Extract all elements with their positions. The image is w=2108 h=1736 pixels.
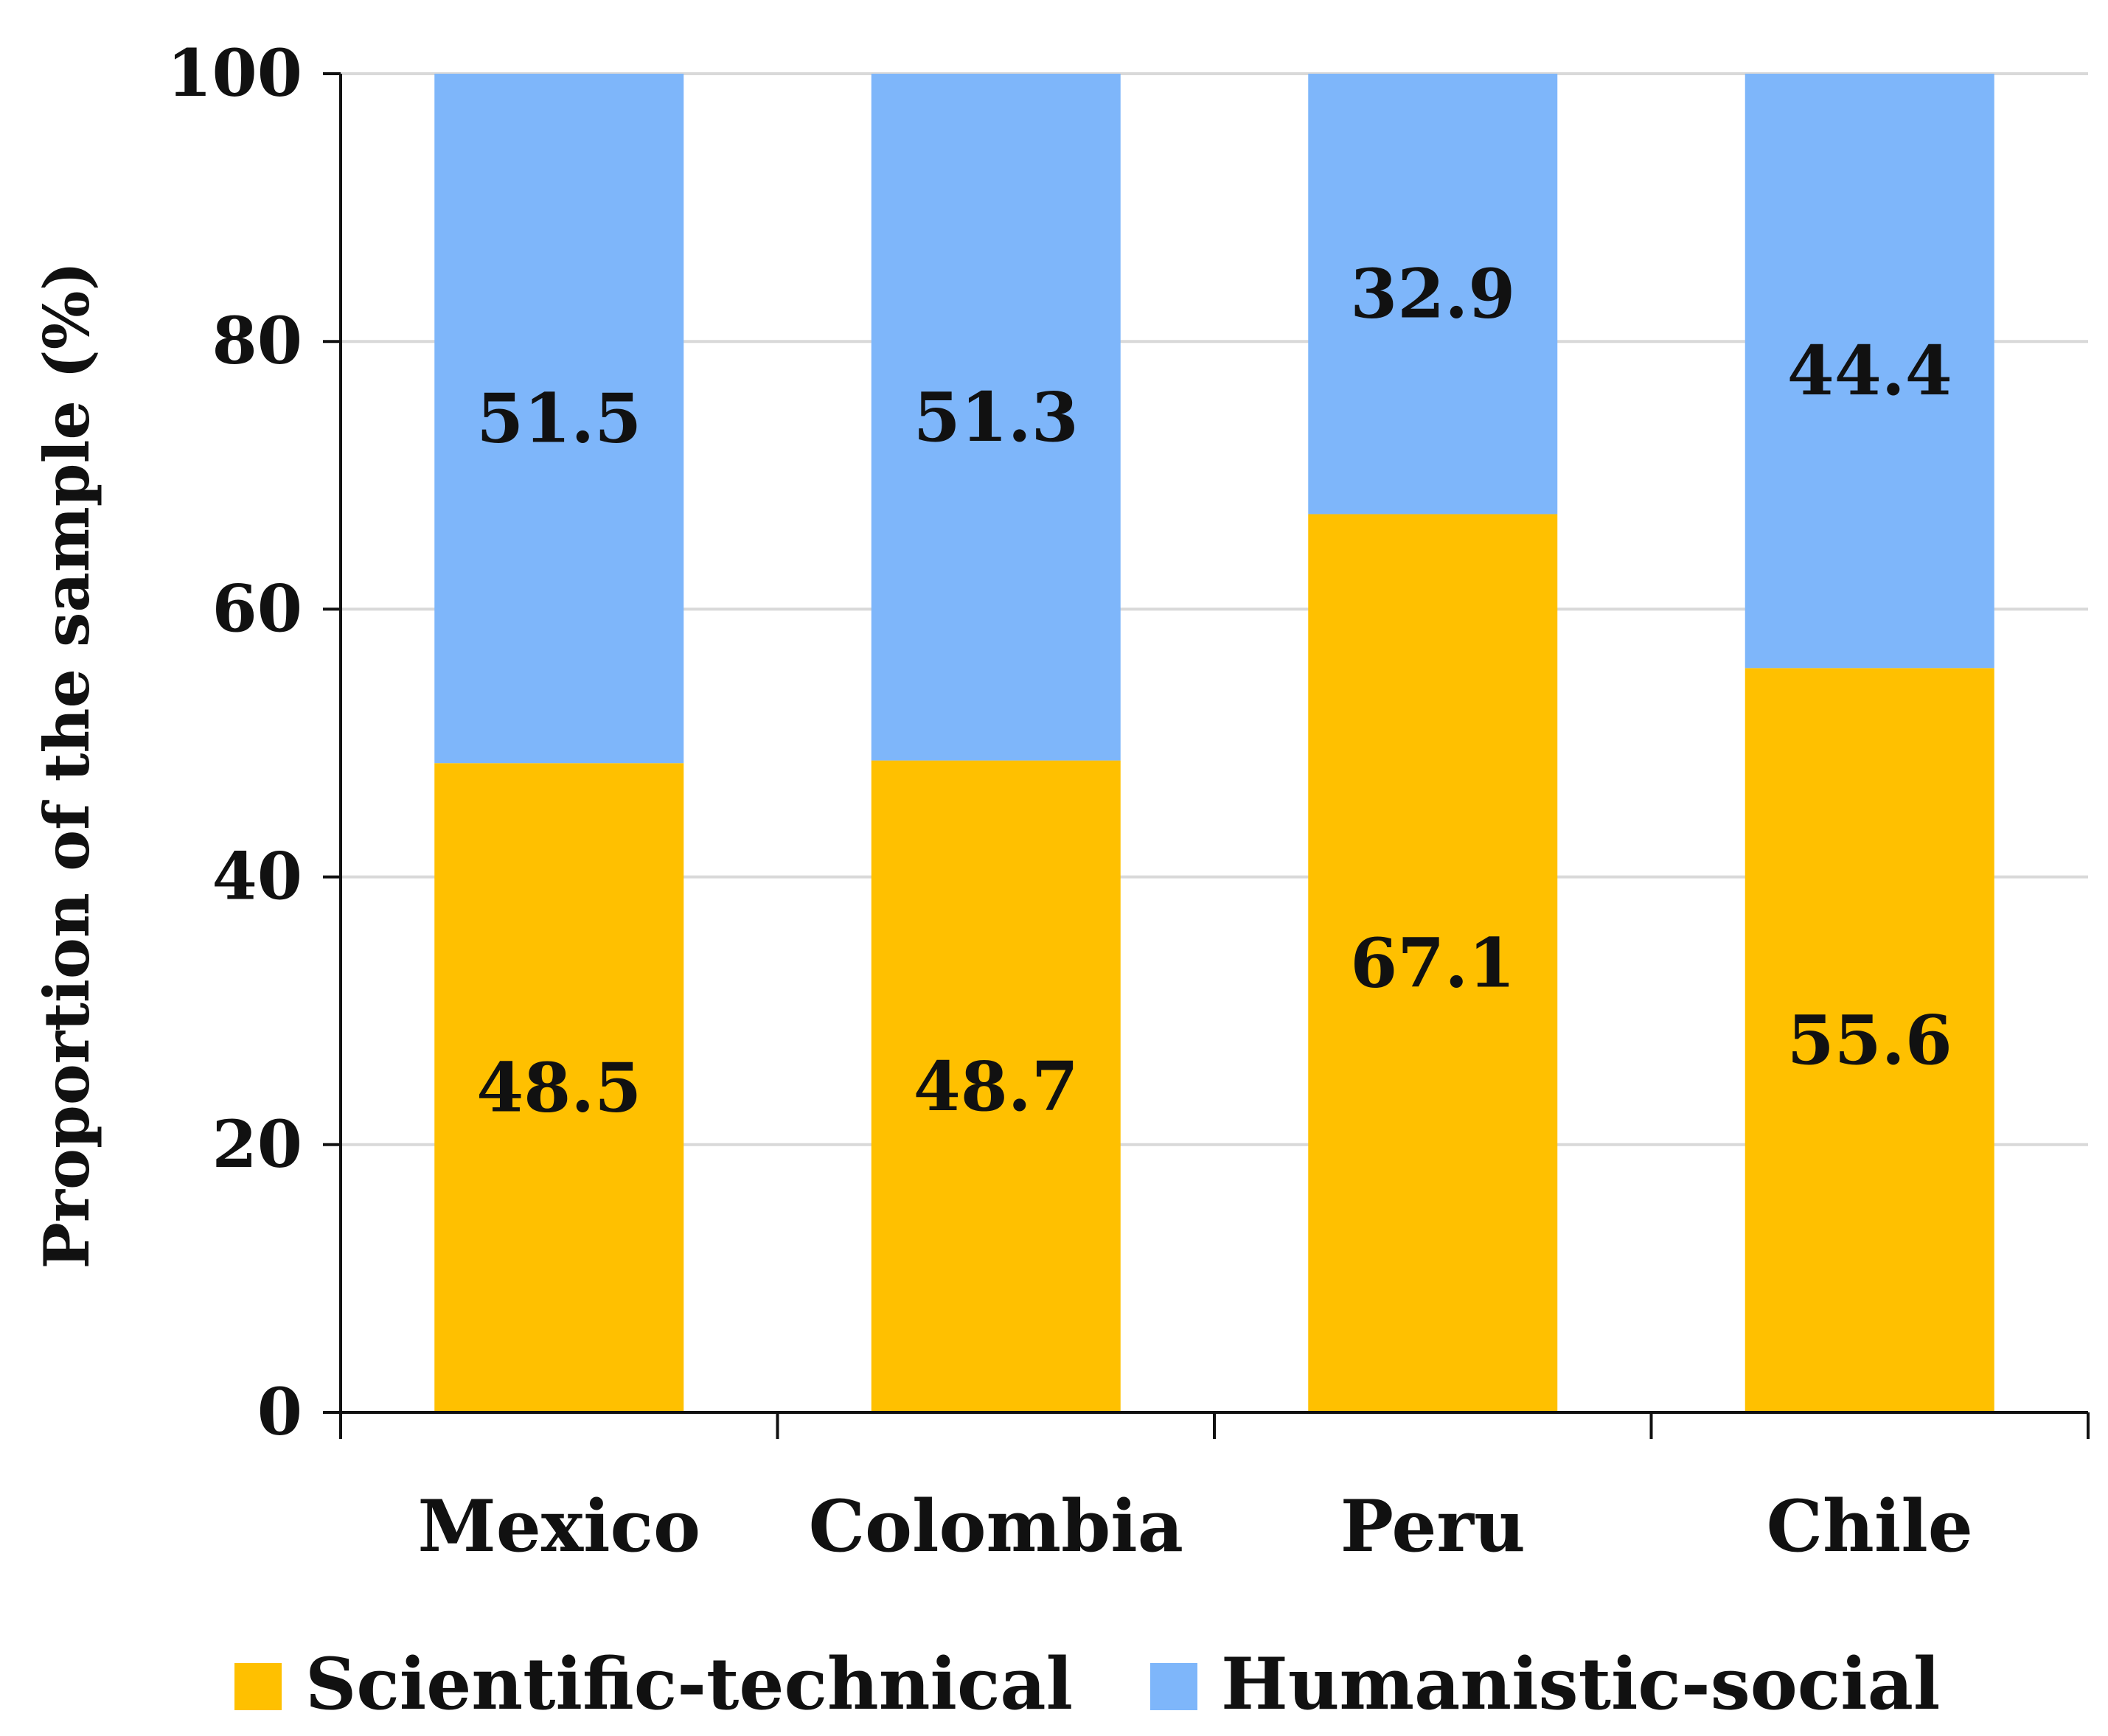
- y-axis-title: Proportion of the sample (%): [30, 262, 103, 1269]
- y-tick-label: 40: [212, 838, 302, 915]
- legend-label: Humanistic-social: [1221, 1642, 1940, 1726]
- bar-humanistic-social-peru: [1308, 74, 1558, 515]
- legend-swatch: [234, 1663, 282, 1710]
- bar-humanistic-social-colombia: [871, 74, 1121, 761]
- bar-scientific-technical-chile: [1745, 668, 1994, 1412]
- x-tick-label: Mexico: [417, 1485, 700, 1568]
- x-tick-label: Colombia: [809, 1485, 1183, 1568]
- bar-scientific-technical-mexico: [434, 763, 684, 1412]
- data-label: 48.5: [476, 1048, 641, 1128]
- legend-swatch: [1150, 1663, 1197, 1710]
- bars: [434, 74, 1994, 1412]
- legend: Scientific-technical Humanistic-social: [234, 1642, 1940, 1726]
- data-label: 67.1: [1350, 924, 1515, 1003]
- data-label: 51.3: [914, 377, 1079, 457]
- data-label: 48.7: [914, 1047, 1079, 1126]
- y-tick-label: 60: [212, 570, 302, 646]
- x-tick-label: Chile: [1767, 1485, 1973, 1568]
- data-label: 32.9: [1350, 254, 1515, 334]
- bar-humanistic-social-mexico: [434, 74, 684, 764]
- legend-label: Scientific-technical: [305, 1642, 1073, 1726]
- y-tick-label: 100: [167, 35, 302, 111]
- bar-scientific-technical-colombia: [871, 760, 1121, 1412]
- bar-humanistic-social-chile: [1745, 74, 1994, 669]
- data-label: 51.5: [476, 379, 641, 459]
- data-label: 55.6: [1787, 1000, 1952, 1080]
- data-labels: 48.5 51.5 48.7 51.3 67.1 32.9 55.6 44.4: [476, 254, 1952, 1128]
- y-tick-label: 20: [212, 1106, 302, 1182]
- x-tick-label: Peru: [1340, 1485, 1526, 1568]
- data-label: 44.4: [1787, 331, 1952, 411]
- y-tick-label: 80: [212, 302, 302, 379]
- bar-scientific-technical-peru: [1308, 514, 1558, 1412]
- axes: 0 20 40 60 80 100 Mexico Colombia Peru Chile: [167, 35, 2090, 1568]
- y-tick-label: 0: [257, 1373, 302, 1450]
